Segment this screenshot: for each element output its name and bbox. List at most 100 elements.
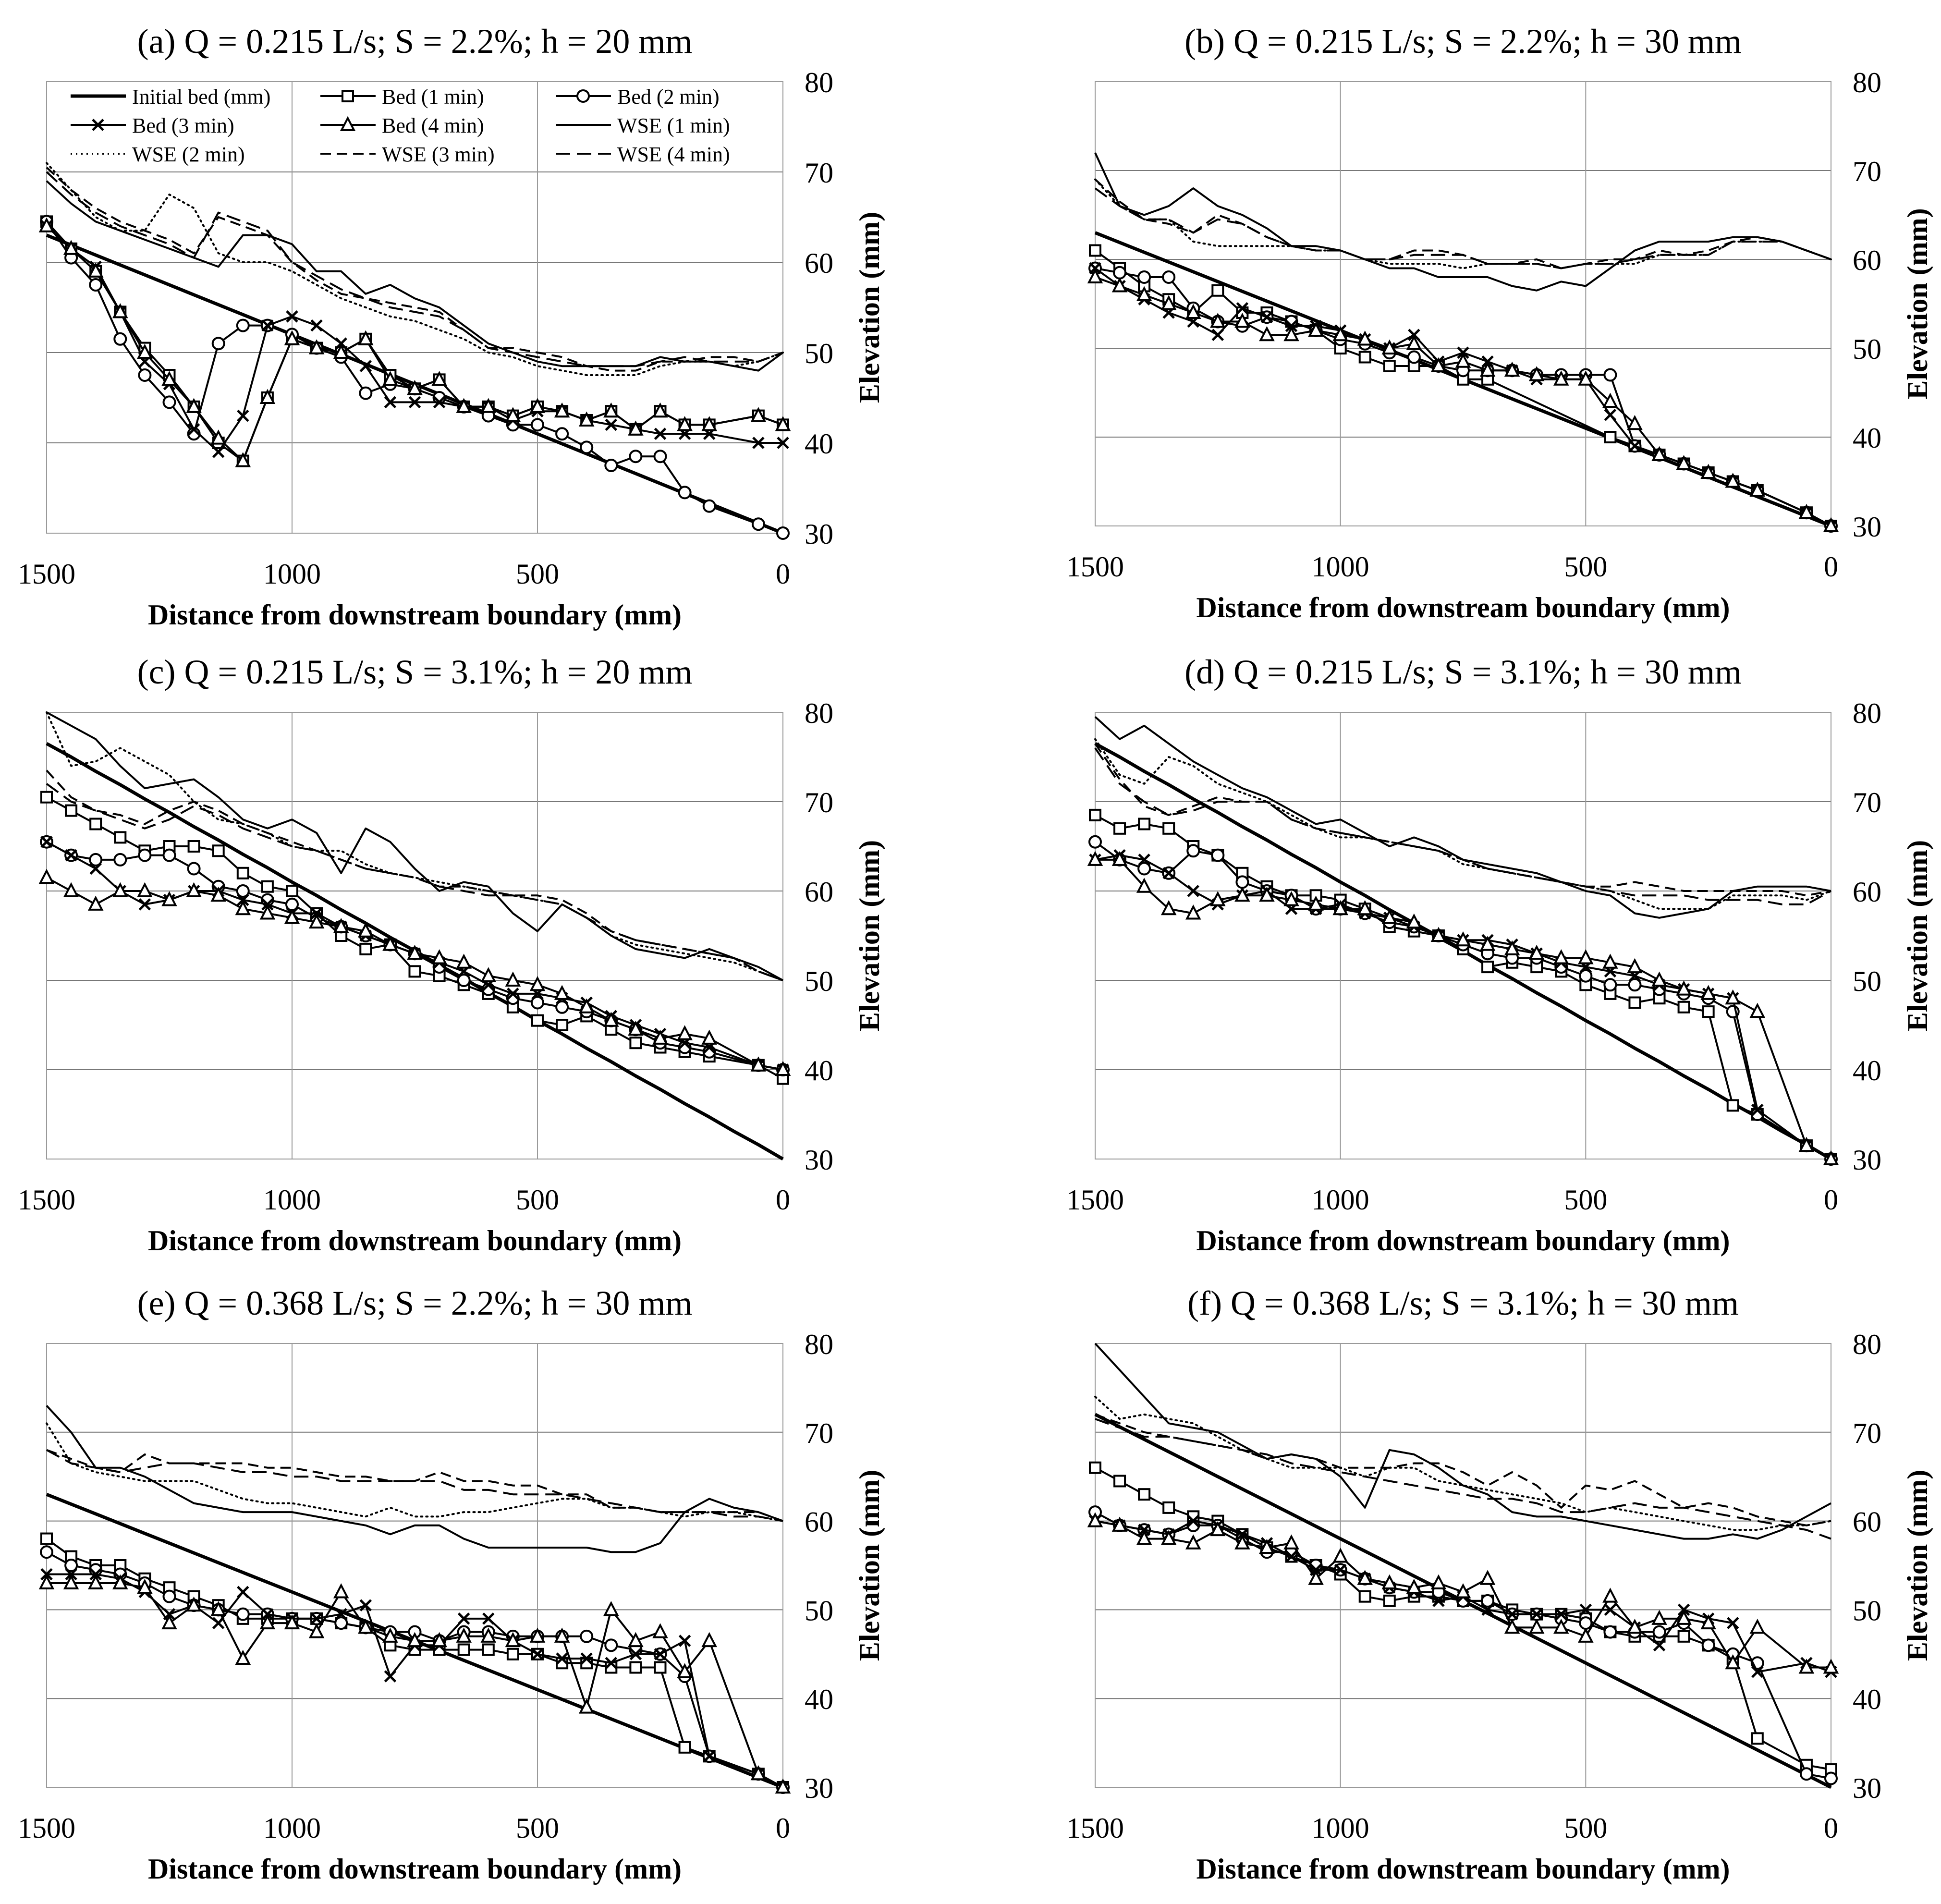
- data-point: [1430, 357, 1447, 372]
- data-point: [113, 332, 127, 346]
- data-point: [1455, 931, 1471, 947]
- data-point: [89, 818, 102, 830]
- data-point: [677, 416, 693, 431]
- data-point: [1332, 1548, 1348, 1563]
- data-point: [284, 909, 300, 924]
- data-point: [1138, 1524, 1150, 1536]
- x-axis-title: Distance from downstream boundary (mm): [148, 599, 682, 631]
- data-point: [603, 402, 619, 418]
- data-point: [236, 884, 250, 898]
- data-point: [1185, 304, 1201, 319]
- data-point: [1186, 844, 1200, 858]
- chart-title: (f) Q = 0.368 L/s; S = 3.1%; h = 30 mm: [1187, 1284, 1739, 1322]
- data-point: [1726, 1099, 1739, 1112]
- data-point: [1162, 270, 1176, 284]
- data-point: [554, 1627, 570, 1643]
- x-tick-label: 1000: [1312, 551, 1369, 583]
- data-point: [38, 1574, 55, 1589]
- data-point: [1751, 1732, 1764, 1745]
- x-tick-label: 0: [1824, 1184, 1838, 1216]
- plot-area: [46, 81, 783, 534]
- series-line: [1095, 1413, 1831, 1526]
- data-point: [1504, 361, 1520, 377]
- data-point: [578, 411, 595, 427]
- data-point: [137, 882, 153, 897]
- series-line: [46, 1449, 783, 1522]
- data-point: [604, 459, 618, 472]
- data-point: [1332, 326, 1348, 342]
- series-line: [46, 167, 783, 372]
- data-point: [1234, 886, 1250, 902]
- series-line: [46, 1538, 783, 1788]
- legend-item: WSE (1 min): [556, 114, 730, 137]
- x-tick-label: 1000: [263, 1812, 321, 1844]
- data-point: [1235, 875, 1249, 889]
- series-wse-4-min: [46, 1449, 783, 1522]
- data-point: [1113, 1475, 1126, 1488]
- y-tick-label: 80: [805, 67, 833, 98]
- series-line: [1095, 267, 1831, 527]
- y-tick-label: 30: [805, 518, 833, 550]
- panel-e: (e) Q = 0.368 L/s; S = 2.2%; h = 30 mm 30…: [18, 1284, 885, 1885]
- x-tick-label: 500: [516, 1184, 559, 1216]
- legend-marker: [576, 89, 590, 103]
- data-point: [1357, 1570, 1373, 1585]
- data-point: [653, 450, 667, 464]
- series-bed-3-min: [1089, 262, 1837, 532]
- data-point: [1308, 895, 1324, 911]
- series-line: [46, 221, 783, 534]
- series-line: [1094, 152, 1831, 292]
- data-point: [1725, 473, 1741, 488]
- data-point: [1236, 302, 1249, 315]
- data-point: [480, 1627, 497, 1643]
- data-point: [580, 440, 594, 454]
- series-line: [1094, 743, 1831, 897]
- data-point: [775, 416, 791, 431]
- y-tick-label: 30: [1853, 1144, 1881, 1176]
- data-point: [1136, 878, 1152, 893]
- legend-label: WSE (1 min): [617, 114, 730, 137]
- series-bed-3-min: [40, 220, 789, 458]
- data-point: [1555, 1608, 1568, 1621]
- data-point: [186, 398, 202, 413]
- data-point: [752, 437, 765, 449]
- y-tick-label: 60: [805, 1506, 833, 1538]
- data-point: [457, 974, 471, 987]
- data-point: [235, 900, 251, 915]
- legend-item: Bed (4 min): [320, 114, 484, 137]
- x-tick-label: 500: [516, 1812, 559, 1844]
- data-point: [161, 371, 177, 386]
- data-point: [1111, 277, 1128, 293]
- data-point: [507, 988, 519, 1000]
- data-point: [89, 853, 103, 867]
- series-wse-1-min: [46, 1405, 783, 1553]
- series-line: [1095, 814, 1831, 1160]
- data-point: [605, 418, 618, 431]
- series-bed-3-min: [40, 1568, 789, 1794]
- data-point: [310, 907, 323, 920]
- series-line: [1094, 747, 1831, 905]
- series-line: [46, 221, 783, 462]
- y-tick-label: 70: [1853, 156, 1881, 187]
- data-point: [1136, 1530, 1152, 1545]
- data-point: [1603, 368, 1617, 382]
- data-point: [237, 893, 249, 906]
- data-point: [529, 1627, 546, 1643]
- data-point: [628, 1020, 644, 1036]
- data-point: [604, 1638, 618, 1652]
- x-axis-title: Distance from downstream boundary (mm): [148, 1853, 682, 1885]
- x-tick-label: 0: [1824, 551, 1838, 583]
- data-point: [1087, 851, 1103, 866]
- data-point: [236, 318, 250, 332]
- legend-label: Bed (2 min): [617, 85, 720, 109]
- legend-item: WSE (2 min): [71, 143, 245, 166]
- data-point: [654, 1661, 667, 1674]
- data-point: [1259, 326, 1275, 342]
- data-point: [259, 904, 276, 920]
- data-point: [1553, 1619, 1569, 1634]
- data-point: [702, 499, 716, 513]
- data-point: [210, 1601, 226, 1616]
- x-tick-label: 1000: [1312, 1184, 1369, 1216]
- y-tick-label: 40: [1853, 1055, 1881, 1086]
- data-point: [505, 1632, 521, 1648]
